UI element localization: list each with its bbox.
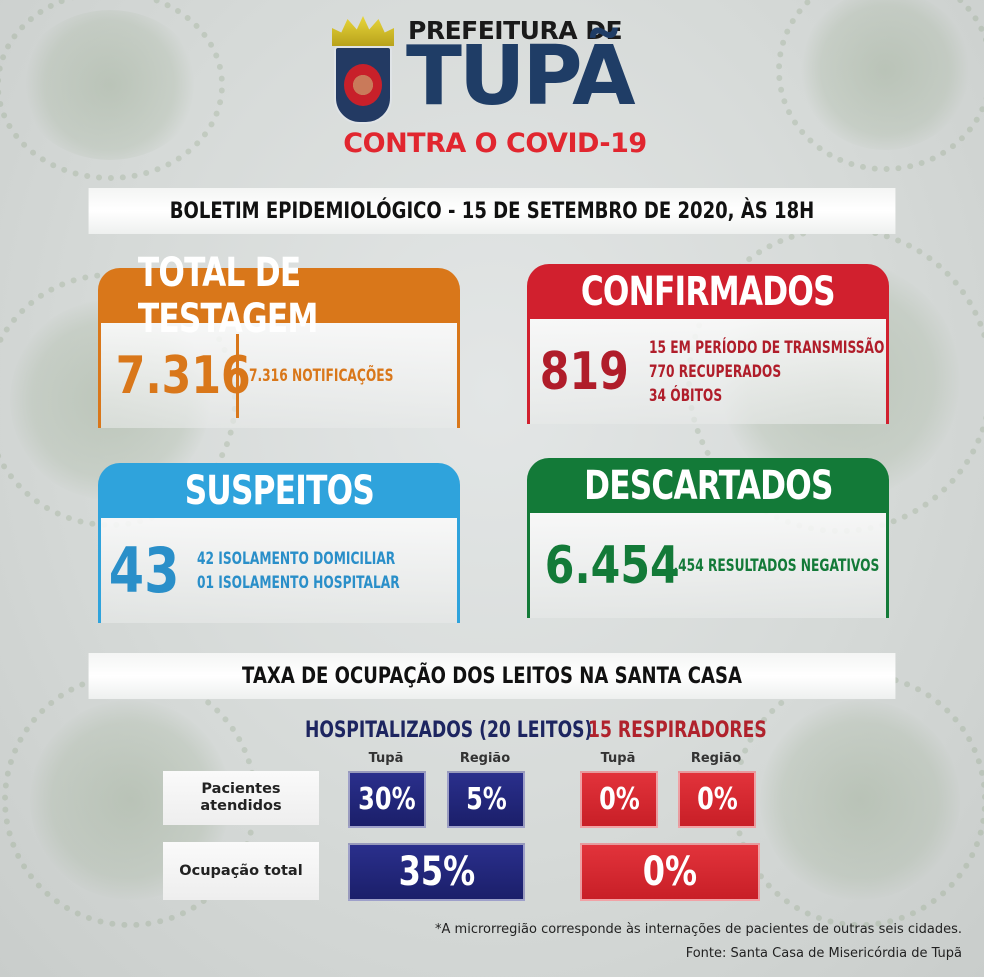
- col-label-tupa: Tupã: [368, 751, 404, 766]
- col-label-regiao: Região: [690, 751, 742, 766]
- prefeitura-logo: PREFEITURA DE TUPÃ CONTRA O COVID-19: [330, 10, 660, 160]
- col-label-regiao: Região: [459, 751, 511, 766]
- card-header: TOTAL DE TESTAGEM: [98, 250, 460, 342]
- card-number: 6.454: [530, 536, 680, 596]
- pct-value: 0%: [598, 782, 640, 817]
- pct-value: 35%: [398, 849, 475, 895]
- card-number-value: 7.316: [115, 345, 251, 406]
- hosp-tupa-pct: 30%: [348, 771, 426, 828]
- pct-value: 30%: [358, 782, 416, 817]
- card-confirmados: CONFIRMADOS 819 15 EM PERÍODO DE TRANSMI…: [527, 264, 889, 424]
- resp-total-pct: 0%: [580, 843, 760, 901]
- card-title: TOTAL DE TESTAGEM: [137, 249, 319, 342]
- card-detail-line: 15 EM PERÍODO DE TRANSMISSÃO: [648, 337, 884, 358]
- pct-value: 0%: [642, 849, 698, 895]
- coat-of-arms-icon: [334, 46, 392, 124]
- card-total-testagem: TOTAL DE TESTAGEM 7.316 7.316 NOTIFICAÇÕ…: [98, 250, 460, 428]
- card-title: SUSPEITOS: [184, 467, 374, 514]
- card-header: SUSPEITOS: [98, 463, 460, 518]
- card-body: 43 42 ISOLAMENTO DOMICILIAR 01 ISOLAMENT…: [98, 518, 460, 623]
- card-details: 6.454 RESULTADOS NEGATIVOS: [655, 556, 963, 576]
- card-number: 819: [530, 342, 639, 402]
- card-details: 15 EM PERÍODO DE TRANSMISSÃO 770 RECUPER…: [639, 338, 976, 406]
- card-number-value: 819: [539, 341, 629, 402]
- card-header: DESCARTADOS: [527, 458, 889, 513]
- campaign-label: CONTRA O COVID-19: [343, 128, 647, 159]
- card-number: 7.316: [101, 346, 251, 406]
- card-title: CONFIRMADOS: [581, 268, 836, 315]
- card-details: 7.316 NOTIFICAÇÕES: [239, 366, 450, 386]
- card-detail-line: 7.316 NOTIFICAÇÕES: [249, 365, 394, 386]
- hospitalizados-title: HOSPITALIZADOS (20 LEITOS): [305, 718, 593, 743]
- footnote-microrregiao: *A microrregião corresponde às internaçõ…: [435, 922, 962, 937]
- footnote-source: Fonte: Santa Casa de Misericórdia de Tup…: [685, 946, 962, 961]
- col-label-tupa: Tupã: [600, 751, 636, 766]
- card-suspeitos: SUSPEITOS 43 42 ISOLAMENTO DOMICILIAR 01…: [98, 463, 460, 623]
- hosp-total-pct: 35%: [348, 843, 525, 901]
- card-detail-line: 01 ISOLAMENTO HOSPITALAR: [197, 572, 400, 593]
- virus-decoration-icon: [776, 0, 984, 173]
- divider: [236, 333, 239, 418]
- card-body: 7.316 7.316 NOTIFICAÇÕES: [98, 323, 460, 428]
- virus-decoration-icon: [732, 672, 984, 928]
- card-detail-line: 770 RECUPERADOS: [648, 361, 781, 382]
- card-title: DESCARTADOS: [583, 462, 833, 509]
- card-header: CONFIRMADOS: [527, 264, 889, 319]
- bulletin-title: BOLETIM EPIDEMIOLÓGICO - 15 DE SETEMBRO …: [88, 188, 896, 234]
- occupancy-title: TAXA DE OCUPAÇÃO DOS LEITOS NA SANTA CAS…: [88, 653, 896, 699]
- card-number: 43: [101, 534, 187, 607]
- card-number-value: 6.454: [544, 535, 680, 596]
- city-name: TUPÃ: [406, 29, 636, 124]
- crown-icon: [332, 16, 394, 46]
- card-details: 42 ISOLAMENTO DOMICILIAR 01 ISOLAMENTO H…: [187, 549, 479, 593]
- card-body: 6.454 6.454 RESULTADOS NEGATIVOS: [527, 513, 889, 618]
- resp-tupa-pct: 0%: [580, 771, 658, 828]
- pct-value: 0%: [696, 782, 738, 817]
- card-detail-line: 42 ISOLAMENTO DOMICILIAR: [197, 548, 396, 569]
- pct-value: 5%: [465, 782, 507, 817]
- row-label-ocupacao-total: Ocupação total: [163, 842, 319, 900]
- respiradores-title: 15 RESPIRADORES: [588, 718, 767, 743]
- prefeitura-label: PREFEITURA DE: [408, 16, 623, 45]
- resp-regiao-pct: 0%: [678, 771, 756, 828]
- card-number-value: 43: [108, 534, 180, 607]
- card-detail-line: 34 ÓBITOS: [648, 385, 722, 406]
- card-body: 819 15 EM PERÍODO DE TRANSMISSÃO 770 REC…: [527, 319, 889, 424]
- card-detail-line: 6.454 RESULTADOS NEGATIVOS: [665, 555, 880, 576]
- card-descartados: DESCARTADOS 6.454 6.454 RESULTADOS NEGAT…: [527, 458, 889, 618]
- row-label-pacientes-atendidos: Pacientes atendidos: [163, 771, 319, 825]
- hosp-regiao-pct: 5%: [447, 771, 525, 828]
- crest-face-icon: [344, 64, 382, 106]
- virus-decoration-icon: [0, 0, 226, 181]
